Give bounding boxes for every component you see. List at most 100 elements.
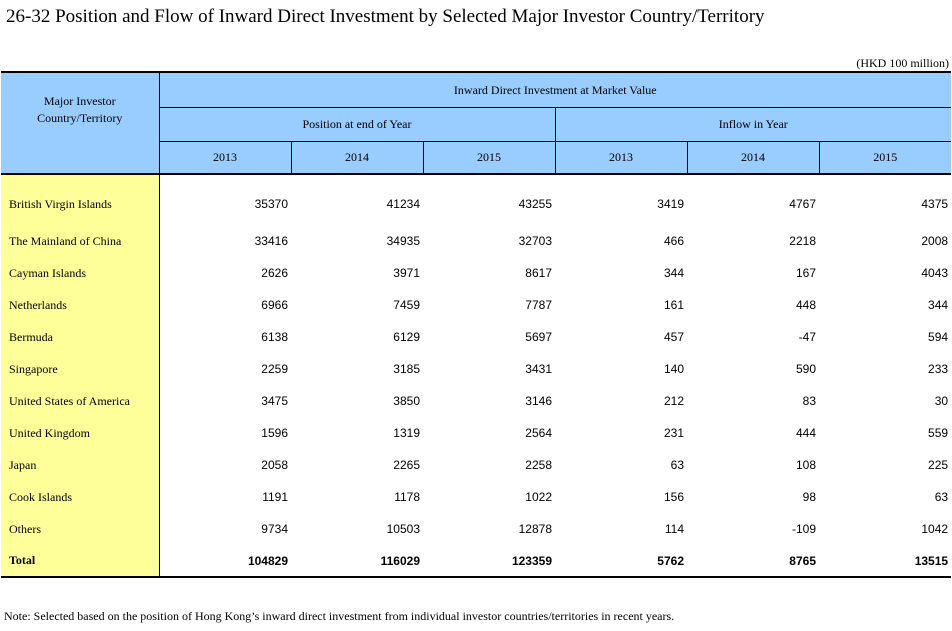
- value-cell: 156: [663, 490, 684, 504]
- value-cell: -109: [791, 522, 816, 536]
- value-cell: 3419: [657, 197, 684, 211]
- value-cell: 2564: [525, 426, 552, 440]
- year-header: 2015: [819, 141, 952, 175]
- table-row: United Kingdom 1596 1319 2564 231 444 559: [1, 417, 951, 449]
- table-row: Japan 2058 2265 2258 63 108 225: [1, 449, 951, 481]
- table-row: Others 9734 10503 12878 114 -109 1042: [1, 513, 951, 545]
- value-cell: 3185: [393, 362, 420, 376]
- value-cell: 6138: [261, 330, 288, 344]
- value-cell: 3971: [393, 266, 420, 280]
- year-header: 2013: [555, 141, 688, 175]
- value-cell: 161: [663, 298, 684, 312]
- value-cell: 5697: [525, 330, 552, 344]
- group-header: Inward Direct Investment at Market Value: [159, 71, 952, 108]
- value-cell: 41234: [386, 197, 420, 211]
- table-row: Bermuda 6138 6129 5697 457 -47 594: [1, 321, 951, 353]
- value-cell: 116029: [291, 545, 423, 578]
- country-name: Cayman Islands: [1, 257, 160, 289]
- table-body: British Virgin Islands 35370 41234 43255 341…: [1, 174, 952, 578]
- value-cell: 594: [928, 330, 949, 344]
- value-cell: 5762: [555, 545, 687, 578]
- table-row: Total 104829 116029 123359 5762 8765 13515: [1, 545, 952, 578]
- year-header: 2013: [159, 141, 292, 175]
- table-row: The Mainland of China 33416 34935 32703 466 2…: [1, 225, 951, 257]
- value-cell: 233: [928, 362, 949, 376]
- value-cell: 2008: [921, 234, 949, 248]
- value-cell: 4375: [921, 197, 949, 211]
- value-cell: 231: [663, 426, 684, 440]
- value-cell: 32703: [518, 234, 552, 248]
- value-cell: 33416: [254, 234, 288, 248]
- value-cell: 8765: [687, 545, 819, 578]
- value-cell: 6129: [393, 330, 420, 344]
- year-header: 2014: [291, 141, 424, 175]
- value-cell: 7787: [525, 298, 552, 312]
- value-cell: 104829: [159, 545, 291, 578]
- year-header: 2015: [423, 141, 556, 175]
- value-cell: 98: [802, 490, 816, 504]
- value-cell: 83: [802, 394, 816, 408]
- inflow-header: Inflow in Year: [555, 107, 952, 142]
- value-cell: 34935: [386, 234, 420, 248]
- value-cell: 2058: [261, 458, 288, 472]
- value-cell: 1042: [921, 522, 949, 536]
- table-row: Cook Islands 1191 1178 1022 156 98 63: [1, 481, 951, 513]
- value-cell: 30: [934, 394, 949, 408]
- value-cell: 2626: [261, 266, 288, 280]
- value-cell: -47: [798, 330, 816, 344]
- investment-table: Major Investor Country/Territory Inward …: [1, 71, 952, 578]
- page-title: 26-32 Position and Flow of Inward Direct…: [6, 6, 765, 27]
- value-cell: 114: [664, 522, 684, 536]
- value-cell: 13515: [819, 545, 952, 578]
- corner-header-label: Major Investor Country/Territory: [37, 94, 123, 125]
- value-cell: 1596: [261, 426, 288, 440]
- value-cell: 12878: [518, 522, 552, 536]
- corner-header: Major Investor Country/Territory: [1, 71, 160, 175]
- value-cell: 1178: [394, 490, 420, 504]
- country-name: Others: [1, 513, 160, 545]
- country-name: United Kingdom: [1, 417, 160, 449]
- value-cell: 212: [663, 394, 684, 408]
- value-cell: 10503: [386, 522, 420, 536]
- value-cell: 4043: [921, 266, 949, 280]
- value-cell: 63: [670, 458, 684, 472]
- country-name: Japan: [1, 449, 160, 481]
- value-cell: 559: [928, 426, 949, 440]
- position-header: Position at end of Year: [159, 107, 556, 142]
- value-cell: 3850: [393, 394, 420, 408]
- value-cell: 123359: [423, 545, 555, 578]
- value-cell: 444: [795, 426, 816, 440]
- value-cell: 3431: [525, 362, 552, 376]
- country-name: Cook Islands: [1, 481, 160, 513]
- value-cell: 3475: [261, 394, 288, 408]
- country-name: Bermuda: [1, 321, 160, 353]
- value-cell: 590: [795, 362, 816, 376]
- country-name: Total: [1, 545, 160, 578]
- table-row: United States of America 3475 3850 3146 212 8…: [1, 385, 951, 417]
- country-name: Netherlands: [1, 289, 160, 321]
- footnote: Note: Selected based on the position of …: [4, 609, 675, 623]
- value-cell: 63: [934, 490, 949, 504]
- value-cell: 140: [663, 362, 684, 376]
- value-cell: 1319: [393, 426, 420, 440]
- value-cell: 1191: [262, 490, 288, 504]
- country-name: United States of America: [1, 385, 160, 417]
- value-cell: 8617: [525, 266, 552, 280]
- table-row: British Virgin Islands 35370 41234 43255 341…: [1, 174, 951, 225]
- country-name: The Mainland of China: [1, 225, 160, 257]
- value-cell: 43255: [518, 197, 552, 211]
- table-row: Singapore 2259 3185 3431 140 590 233: [1, 353, 951, 385]
- country-name: British Virgin Islands: [1, 174, 160, 225]
- value-cell: 2258: [525, 458, 552, 472]
- value-cell: 108: [795, 458, 816, 472]
- value-cell: 4767: [789, 197, 816, 211]
- country-name: Singapore: [1, 353, 160, 385]
- table-row: Netherlands 6966 7459 7787 161 448 344: [1, 289, 951, 321]
- value-cell: 344: [928, 298, 949, 312]
- value-cell: 466: [663, 234, 684, 248]
- value-cell: 9734: [261, 522, 288, 536]
- value-cell: 3146: [525, 394, 552, 408]
- value-cell: 167: [795, 266, 816, 280]
- value-cell: 457: [663, 330, 684, 344]
- value-cell: 344: [663, 266, 684, 280]
